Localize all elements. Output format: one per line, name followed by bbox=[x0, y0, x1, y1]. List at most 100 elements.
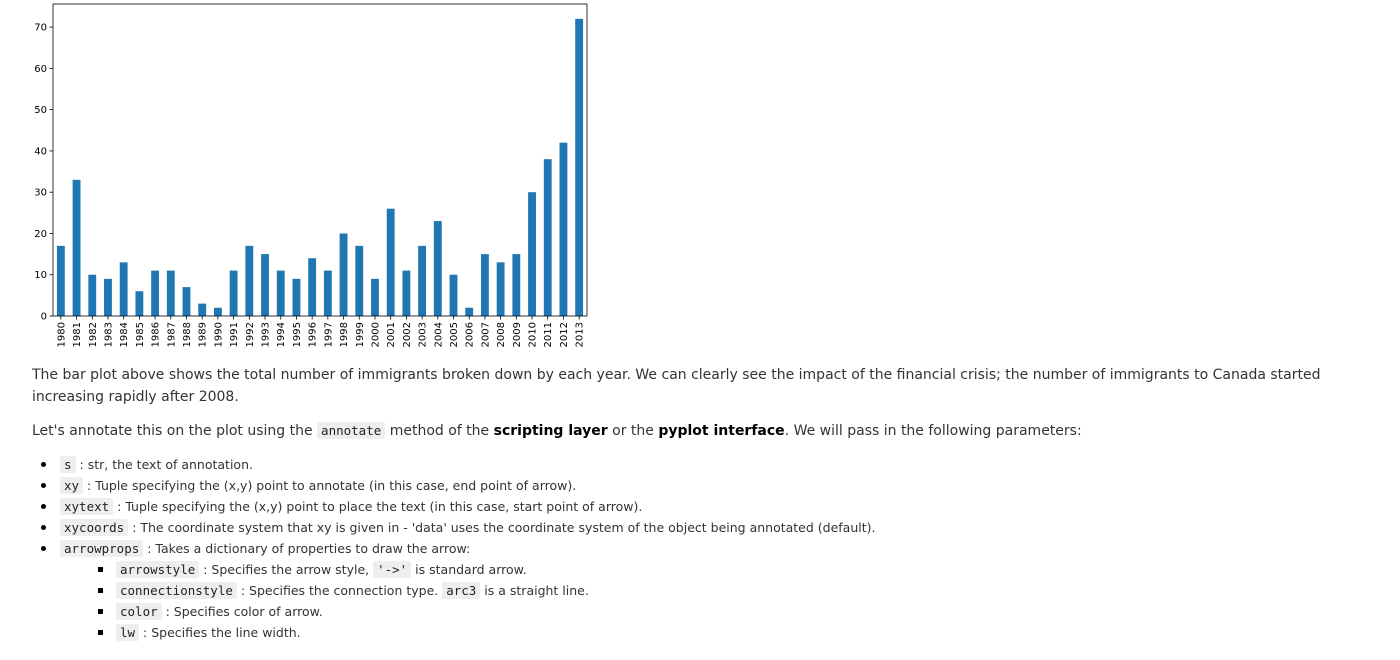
annotate-code: annotate bbox=[317, 422, 386, 439]
list-item-xy: xy : Tuple specifying the (x,y) point to… bbox=[32, 475, 1394, 496]
parameter-list: s : str, the text of annotation. xy : Tu… bbox=[32, 454, 1394, 643]
param-desc: : Tuple specifying the (x,y) point to an… bbox=[83, 478, 577, 493]
para2-text-b: method of the bbox=[385, 423, 494, 439]
immigration-bar-chart: 0 10 20 30 40 50 60 70 1980 1981 1982 1983 1984 1985 1… bbox=[34, 3, 588, 347]
x-tick-label-2005: 2005 bbox=[449, 322, 460, 347]
x-tick-label-2008: 2008 bbox=[496, 322, 507, 347]
bar-1980 bbox=[56, 245, 65, 316]
param-desc: : Specifies the line width. bbox=[139, 625, 301, 640]
param-code: color bbox=[116, 603, 162, 620]
bar-1997 bbox=[323, 270, 332, 316]
bar-2009 bbox=[512, 254, 521, 316]
x-tick-label-2010: 2010 bbox=[528, 322, 539, 347]
x-tick-label-1980: 1980 bbox=[56, 322, 67, 347]
x-tick-label-2000: 2000 bbox=[370, 322, 381, 347]
x-tick-label-1992: 1992 bbox=[245, 322, 256, 347]
param-code: arrowprops bbox=[60, 540, 144, 557]
bar-1996 bbox=[308, 258, 317, 316]
bar-1982 bbox=[88, 274, 97, 316]
x-tick-label-1999: 1999 bbox=[355, 322, 366, 347]
x-tick-label-2011: 2011 bbox=[543, 322, 554, 347]
y-tick-label-70: 70 bbox=[34, 23, 47, 34]
x-tick-label-1984: 1984 bbox=[119, 322, 130, 347]
bar-2003 bbox=[418, 245, 427, 316]
x-tick-label-2002: 2002 bbox=[402, 322, 413, 347]
y-tick-label-0: 0 bbox=[41, 312, 47, 323]
x-tick-label-2013: 2013 bbox=[575, 322, 586, 347]
param-desc-tail: is a straight line. bbox=[480, 583, 589, 598]
x-tick-label-1983: 1983 bbox=[103, 322, 114, 347]
param-desc-tail: is standard arrow. bbox=[411, 562, 527, 577]
x-tick-label-1986: 1986 bbox=[151, 322, 162, 347]
bar-1987 bbox=[166, 270, 175, 316]
param-desc: : Specifies color of arrow. bbox=[161, 604, 323, 619]
bar-1991 bbox=[229, 270, 238, 316]
pyplot-interface-bold: pyplot interface bbox=[658, 423, 785, 439]
x-tick-label-1982: 1982 bbox=[88, 322, 99, 347]
x-tick-label-1981: 1981 bbox=[72, 322, 83, 347]
bar-2001 bbox=[386, 208, 395, 316]
x-tick-label-2006: 2006 bbox=[465, 322, 476, 347]
bar-1989 bbox=[198, 303, 207, 316]
sublist-item-lw: lw : Specifies the line width. bbox=[60, 622, 1394, 643]
x-tick-label-2003: 2003 bbox=[418, 322, 429, 347]
y-tick-label-60: 60 bbox=[34, 64, 47, 75]
param-desc: : str, the text of annotation. bbox=[75, 457, 253, 472]
x-tick-label-1989: 1989 bbox=[198, 322, 209, 347]
inline-code: arc3 bbox=[442, 582, 481, 599]
y-tick-label-50: 50 bbox=[34, 105, 47, 116]
bar-2008 bbox=[496, 262, 505, 316]
param-desc: : Tuple specifying the (x,y) point to pl… bbox=[113, 499, 643, 514]
bar-2011 bbox=[543, 159, 552, 316]
bar-1994 bbox=[276, 270, 285, 316]
param-code: lw bbox=[116, 624, 140, 641]
x-tick-label-1990: 1990 bbox=[213, 322, 224, 347]
sublist-item-arrowstyle: arrowstyle : Specifies the arrow style, … bbox=[60, 559, 1394, 580]
bar-2000 bbox=[371, 278, 379, 316]
param-code: xytext bbox=[60, 498, 114, 515]
bar-1981 bbox=[72, 179, 81, 316]
bar-2013 bbox=[575, 18, 584, 316]
param-desc: : Specifies the arrow style, bbox=[199, 562, 374, 577]
sublist-item-connectionstyle: connectionstyle : Specifies the connecti… bbox=[60, 580, 1394, 601]
x-tick-label-2012: 2012 bbox=[559, 322, 570, 347]
x-tick-label-2001: 2001 bbox=[386, 322, 397, 347]
bar-2005 bbox=[449, 274, 458, 316]
list-item-s: s : str, the text of annotation. bbox=[32, 454, 1394, 475]
bar-2007 bbox=[480, 254, 489, 316]
param-code: connectionstyle bbox=[116, 582, 237, 599]
bar-1984 bbox=[119, 262, 128, 316]
bar-2006 bbox=[465, 307, 474, 316]
y-tick-label-30: 30 bbox=[34, 188, 47, 199]
instruction-paragraph: Let's annotate this on the plot using th… bbox=[32, 420, 1394, 442]
sublist-item-color: color : Specifies color of arrow. bbox=[60, 601, 1394, 622]
inline-code: '->' bbox=[373, 561, 412, 578]
list-item-xytext: xytext : Tuple specifying the (x,y) poin… bbox=[32, 496, 1394, 517]
x-tick-label-2007: 2007 bbox=[480, 322, 491, 347]
bar-1998 bbox=[339, 233, 348, 316]
x-tick-label-1995: 1995 bbox=[292, 322, 303, 347]
x-tick-label-1988: 1988 bbox=[182, 322, 193, 347]
para2-text-c: or the bbox=[607, 423, 659, 439]
list-item-xycoords: xycoords : The coordinate system that xy… bbox=[32, 517, 1394, 538]
bar-2004 bbox=[433, 221, 442, 316]
param-desc: : Takes a dictionary of properties to dr… bbox=[143, 541, 471, 556]
markdown-cell: The bar plot above shows the total numbe… bbox=[32, 364, 1394, 643]
description-paragraph: The bar plot above shows the total numbe… bbox=[32, 367, 1321, 405]
scripting-layer-bold: scripting layer bbox=[493, 423, 608, 439]
bar-1983 bbox=[104, 278, 112, 316]
y-tick-label-40: 40 bbox=[34, 146, 47, 157]
param-code: s bbox=[60, 456, 76, 473]
x-tick-label-2004: 2004 bbox=[433, 322, 444, 347]
para2-text-d: . We will pass in the following paramete… bbox=[784, 423, 1082, 439]
bar-2012 bbox=[559, 142, 568, 316]
param-code: xycoords bbox=[60, 519, 129, 536]
bar-2010 bbox=[528, 192, 536, 316]
x-tick-label-1987: 1987 bbox=[166, 322, 177, 347]
x-tick-label-1991: 1991 bbox=[229, 322, 240, 347]
param-desc: : Specifies the connection type. bbox=[236, 583, 443, 598]
y-tick-label-10: 10 bbox=[34, 270, 47, 281]
x-tick-label-1994: 1994 bbox=[276, 322, 287, 347]
x-tick-label-2009: 2009 bbox=[512, 322, 523, 347]
bar-1992 bbox=[245, 245, 254, 316]
